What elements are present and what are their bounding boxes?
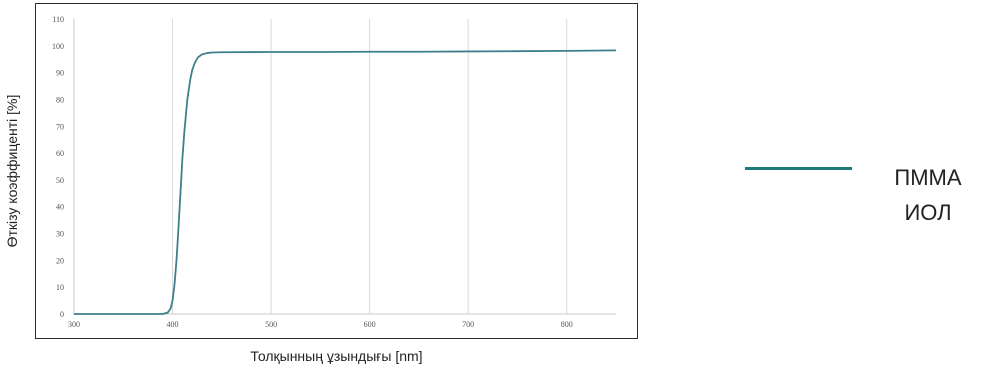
- y-tick-label-100: 100: [52, 42, 64, 51]
- x-tick-label-600: 600: [364, 320, 376, 329]
- y-tick-label-60: 60: [56, 149, 64, 158]
- series-line-0: [74, 49, 617, 315]
- chart-frame: 0 10 20 30 40 50 60 70 80 90 100 110 300 400 500 600 700…: [35, 3, 638, 339]
- x-tick-label-800: 800: [561, 320, 573, 329]
- y-tick-label-10: 10: [56, 283, 64, 292]
- plot-area: 0 10 20 30 40 50 60 70 80 90 100 110 300 400 500 600 700…: [52, 15, 617, 329]
- x-tick-label-500: 500: [265, 320, 277, 329]
- x-tick-label-300: 300: [68, 320, 80, 329]
- y-tick-label-20: 20: [56, 256, 64, 265]
- y-tick-label-80: 80: [56, 95, 64, 104]
- legend-label-line2: ИОЛ: [904, 200, 952, 225]
- y-tick-label-50: 50: [56, 176, 64, 185]
- y-tick-label-70: 70: [56, 122, 64, 131]
- y-tick-label-0: 0: [60, 310, 64, 319]
- legend-entry: ПММА ИОЛ: [878, 160, 978, 230]
- y-tick-label-110: 110: [52, 15, 64, 24]
- x-tick-label-400: 400: [167, 320, 179, 329]
- x-tick-label-700: 700: [462, 320, 474, 329]
- legend-label-line1: ПММА: [894, 165, 962, 190]
- legend-swatch: [745, 167, 852, 170]
- x-axis-label: Толқынның ұзындығы [nm]: [250, 348, 423, 364]
- y-axis-label: Өткізу коэффиценті [%]: [4, 94, 20, 248]
- y-tick-label-40: 40: [56, 203, 64, 212]
- y-tick-label-30: 30: [56, 230, 64, 239]
- y-tick-label-90: 90: [56, 69, 64, 78]
